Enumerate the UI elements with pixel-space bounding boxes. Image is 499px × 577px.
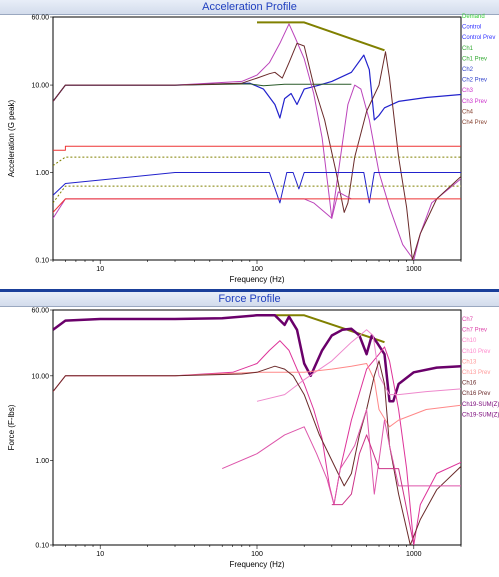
legend-entry: Control [462, 25, 481, 31]
y-tick-label: 0.10 [35, 543, 49, 550]
series-line [331, 434, 415, 545]
x-tick-label: 1000 [406, 551, 422, 558]
y-tick-label: 60.00 [31, 15, 49, 22]
panel-divider [0, 289, 499, 292]
y-tick-label: 1.00 [35, 170, 49, 177]
legend-entry: Ch13 [462, 359, 477, 365]
force-chart: 10 100 1000 60.00 10.00 1.00 0.10 Frequency (Hz… [7, 308, 499, 570]
plot-area [52, 309, 462, 546]
series-line [222, 409, 461, 506]
series-line [53, 172, 461, 204]
series-line [53, 185, 461, 204]
y-tick-label: 0.10 [35, 258, 49, 265]
x-axis-label: Frequency (Hz) [229, 560, 284, 569]
series-line [53, 145, 461, 151]
acceleration-chart: 10 100 1000 60.00 10.00 1.00 0.10 Frequency (Hz… [7, 14, 495, 284]
legend-entry: Ch4 Prev [462, 120, 487, 126]
legend-entry: Ch19-SUM(Z) [462, 402, 499, 408]
y-tick-label: 10.00 [31, 83, 49, 90]
series-line [53, 314, 461, 403]
legend-entry: Ch3 [462, 88, 474, 94]
series-line [53, 156, 461, 167]
x-tick-label: 1000 [406, 266, 422, 273]
series-line [256, 329, 461, 402]
legend-entry: Ch1 [462, 46, 474, 52]
y-tick-label: 10.00 [31, 373, 49, 380]
acceleration-title: Acceleration Profile [0, 0, 499, 15]
x-tick-label: 100 [251, 551, 263, 558]
y-tick-label: 60.00 [31, 308, 49, 315]
acceleration-panel: Acceleration Profile 10 100 1000 60.00 10.00… [0, 0, 499, 284]
legend-entry: Ch7 [462, 317, 474, 323]
legend-entry: Ch16 Prev [462, 391, 490, 397]
legend-entry: Ch2 [462, 67, 474, 73]
force-panel: Force Profile 10 100 1000 60.00 10.00 1.00 0.1… [0, 292, 499, 577]
legend-entry: Ch16 [462, 381, 477, 387]
legend-entry: Ch4 [462, 109, 474, 115]
x-tick-label: 10 [96, 266, 104, 273]
legend-entry: Ch10 Prev [462, 349, 490, 355]
y-tick-label: 1.00 [35, 458, 49, 465]
series-group [53, 21, 461, 260]
legend-entry: Control Prev [462, 35, 495, 41]
series-line [257, 21, 385, 52]
y-axis-label: Force (F-lbs) [7, 404, 16, 450]
legend-entry: Ch2 Prev [462, 78, 487, 84]
series-line [53, 23, 461, 260]
legend-entry: Demand [462, 14, 485, 20]
legend-entry: Ch13 Prev [462, 370, 490, 376]
x-tick-label: 100 [251, 266, 263, 273]
legend-entry: Ch3 Prev [462, 99, 487, 105]
y-axis-label: Acceleration (G peak) [7, 99, 16, 177]
series-line [53, 360, 461, 545]
series-line [53, 198, 461, 213]
legend-entry: Ch7 Prev [462, 328, 487, 334]
force-title: Force Profile [0, 292, 499, 307]
x-tick-label: 10 [96, 551, 104, 558]
x-axis-label: Frequency (Hz) [229, 275, 284, 284]
series-group [53, 314, 461, 545]
plot-area [52, 16, 462, 261]
legend-entry: Ch1 Prev [462, 56, 487, 62]
legend-entry: Ch10 [462, 338, 477, 344]
legend-entry: Ch19-SUM(Z) [462, 412, 499, 418]
